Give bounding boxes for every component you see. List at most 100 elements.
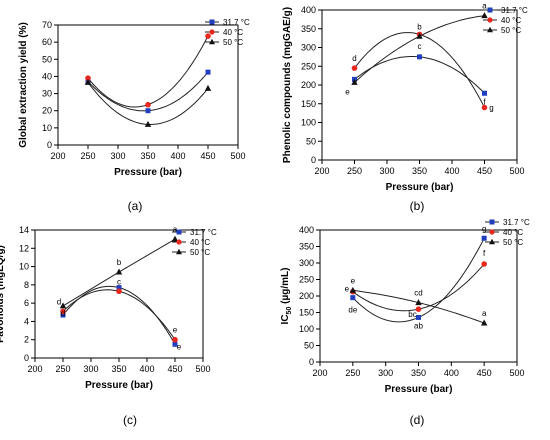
x-tick-label: 200 [312,368,327,378]
chart-panel-1: 200 250 300 350 400 450 500 0 10 20 30 40 50 60 70 Pres… [18,18,250,213]
x-tick-label: 200 [314,166,329,176]
y-tick-label: 10 [42,123,52,133]
legend-marker-circle [489,229,495,235]
legend-marker-triangle [176,248,182,255]
y-tick-label: 100 [299,324,314,334]
y-tick-label: 0 [311,155,316,165]
significance-label: a [173,225,178,234]
chart-panel-2: 200 250 300 350 400 450 500 0 50 100 150 200 250 300 3… [282,2,528,213]
significance-label: e [345,87,350,96]
data-point-square [172,341,178,347]
significance-label: d [352,54,356,63]
data-point-triangle [349,286,357,293]
chart-panel-3: 200 250 300 350 400 450 500 0 2 4 6 8 10 12 14 Pressure… [0,225,217,427]
y-tick-label: 0 [24,353,29,363]
y-tick-label: 8 [24,280,29,290]
significance-label: a [482,2,487,11]
legend-label: 40 °C [503,228,523,237]
x-tick-label: 500 [230,151,245,161]
data-point-circle [116,288,122,295]
y-tick-label: 30 [42,89,52,99]
y-tick-label: 150 [301,99,316,109]
x-tick-label: 300 [83,364,98,374]
legend-label: 50 °C [501,26,521,35]
panel-caption: (c) [123,413,137,427]
significance-label: de [348,306,357,315]
legend-label: 50 °C [190,248,210,257]
data-point-square [145,108,151,114]
series-line [62,285,176,345]
significance-label: e [345,285,350,294]
data-point-square [350,295,356,301]
data-point-circle [85,75,91,81]
data-point-triangle [171,235,179,242]
significance-label: d [57,297,61,306]
x-tick-label: 450 [477,166,492,176]
y-axis-label: IC50 (µg/mL) [280,268,293,325]
data-point-triangle [115,268,123,275]
data-point-circle [481,104,488,111]
legend-marker-circle [487,17,493,23]
x-axis-label: Pressure (bar) [114,167,182,178]
data-point-square [205,69,211,75]
y-tick-label: 0 [309,357,314,367]
legend-marker-square [176,229,182,235]
data-point-square [416,314,421,320]
data-point-triangle [84,78,92,85]
y-axis-label: Global extraction yield (%) [18,22,29,148]
data-point-circle [145,101,151,108]
x-tick-label: 250 [55,364,70,374]
x-tick-label: 400 [444,368,459,378]
data-point-triangle [415,299,422,306]
legend-label: 31.7 °C [501,6,528,15]
x-tick-label: 400 [170,151,185,161]
panel-caption: (b) [410,199,425,213]
data-point-triangle [480,319,488,326]
legend-label: 40 °C [501,16,521,25]
x-tick-label: 350 [111,364,126,374]
y-tick-label: 400 [299,225,314,235]
legend-label: 40 °C [223,28,243,37]
x-tick-label: 500 [509,368,524,378]
data-point-square [60,312,66,318]
legend-label: 31.7 °C [190,228,217,237]
significance-label: f [483,97,486,106]
significance-label: g [482,224,486,233]
significance-label: a [482,309,487,318]
y-tick-label: 70 [42,20,52,30]
data-point-square [481,235,487,241]
legend-marker-triangle [209,38,215,45]
y-tick-label: 350 [301,24,316,34]
y-tick-label: 12 [19,243,29,253]
x-tick-label: 400 [444,166,459,176]
y-tick-label: 200 [301,80,316,90]
significance-label: c [117,277,121,286]
y-axis-label-main: IC [280,314,291,324]
x-tick-label: 450 [477,368,492,378]
significance-label: bc [408,310,416,319]
data-point-triangle [351,78,358,85]
y-tick-label: 50 [304,341,314,351]
y-tick-label: 300 [301,43,316,53]
x-tick-label: 450 [167,364,182,374]
x-tick-label: 350 [411,368,426,378]
data-point-circle [351,65,358,71]
series-line [62,289,176,340]
y-axis-label: Favonoids (mgEQ/g) [0,245,6,343]
legend-label: 50 °C [223,38,243,47]
significance-label: d [61,309,65,318]
y-tick-label: 50 [42,54,52,64]
significance-label: e [351,276,356,285]
panel-caption: (d) [410,413,425,427]
legend-marker-circle [176,239,182,245]
y-tick-label: 250 [299,275,314,285]
x-tick-label: 250 [347,166,362,176]
y-tick-label: 60 [42,37,52,47]
y-axis-label-rest: (µg/mL) [280,268,291,307]
significance-label: e [177,342,182,351]
data-point-triangle [59,302,67,309]
y-tick-label: 10 [19,262,29,272]
legend-marker-square [487,7,493,13]
